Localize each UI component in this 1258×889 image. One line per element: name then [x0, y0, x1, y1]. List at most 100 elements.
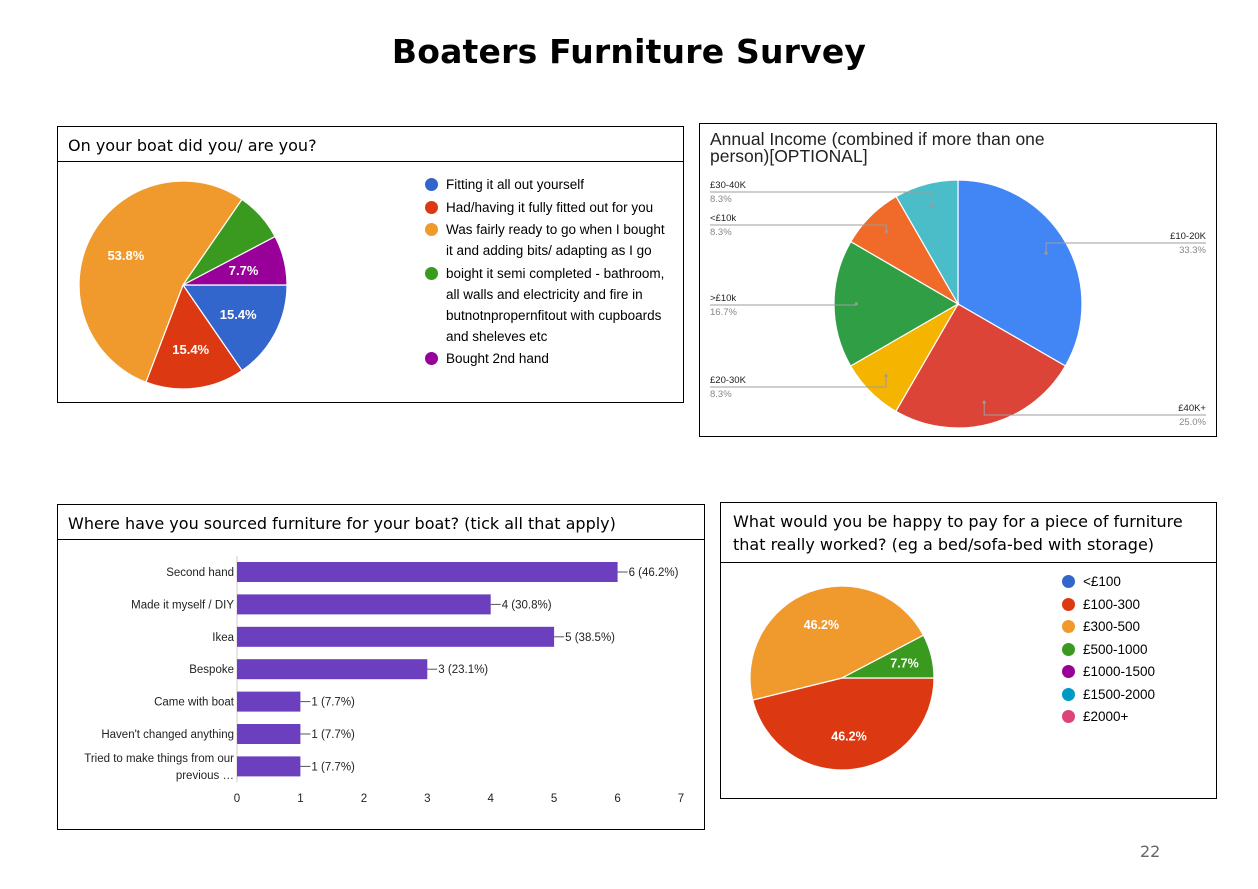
chart2-slice-label: >£10k — [710, 293, 736, 304]
chart4-legend-label: £1000-1500 — [1083, 664, 1156, 679]
chart4-legend-swatch — [1062, 642, 1075, 656]
chart4-legend-label: £100-300 — [1083, 596, 1141, 612]
chart3-data-label: 4 (30.8%) — [502, 599, 552, 611]
chart3-data-label: 1 (7.7%) — [311, 729, 355, 741]
chart3-panel — [57, 539, 705, 830]
chart1-legend: Fitting it all out yourself Had/having it… — [425, 174, 685, 394]
chart2-slice-percent: 25.0% — [1179, 417, 1206, 428]
chart4-slice-2 — [749, 585, 925, 701]
chart1-legend-swatch — [425, 266, 438, 280]
chart2-slice-label: £40K+ — [1178, 403, 1206, 414]
chart2-leader-dot — [884, 374, 888, 378]
chart2-leader-line — [983, 402, 1206, 416]
chart2-slice-5 — [895, 179, 959, 307]
chart1-legend-item: Bought 2nd hand — [425, 348, 549, 369]
chart4-slice-3 — [841, 634, 935, 679]
chart4-pie: 46.2% 46.2% 7.7% — [749, 585, 935, 771]
chart2-leader-line — [710, 303, 857, 306]
chart2-question: Annual Income (combined if more than one… — [710, 129, 1045, 166]
chart4-value-label: 46.2% — [831, 730, 866, 744]
page-number: 22 — [1140, 842, 1161, 861]
chart3-x-tick: 0 — [234, 793, 240, 805]
chart3-data-label: 1 (7.7%) — [311, 761, 355, 773]
chart3-x-tick: 4 — [487, 793, 494, 805]
chart4-legend-item: £1500-2000 — [1062, 684, 1155, 705]
chart4-legend-swatch — [1062, 620, 1075, 633]
chart4-legend-item: £2000+ — [1062, 706, 1128, 727]
chart3-category-label: Second hand — [166, 567, 234, 579]
chart3-x-tick: 2 — [361, 793, 367, 805]
chart1-slice-2 — [78, 180, 243, 383]
chart4-value-label: 7.7% — [890, 657, 919, 671]
chart3-bar — [237, 626, 555, 647]
chart3-category-label: Haven't changed anything — [101, 729, 234, 741]
chart4-legend-label: £1500-2000 — [1083, 686, 1156, 702]
chart1-value-label: 53.8% — [107, 248, 144, 263]
chart3-bar — [237, 724, 301, 744]
chart3-data-label: 6 (46.2%) — [629, 567, 679, 579]
chart2-leader-dot — [1044, 251, 1048, 255]
chart2-slice-percent: 8.3% — [710, 227, 732, 238]
chart4-legend-item: £500-1000 — [1062, 639, 1148, 660]
chart3-category-label: Bespoke — [189, 664, 234, 676]
chart2-slice-label: £20-30K — [710, 375, 747, 386]
chart2-slice-percent: 16.7% — [710, 307, 737, 318]
chart4-legend-item: <£100 — [1062, 571, 1121, 592]
page-title: Boaters Furniture Survey — [391, 32, 867, 71]
chart3-category-label: previous … — [176, 770, 234, 782]
chart2-slice-percent: 8.3% — [710, 194, 732, 205]
chart2-pie: £10-20K 33.3% £40K+ 25.0% £20-30K 8.3% >£10k 16… — [710, 179, 1207, 429]
chart3-question: Where have you sourced furniture for you… — [57, 504, 705, 540]
chart4-question: What would you be happy to pay for a pie… — [720, 502, 1217, 563]
chart4-legend-item: £300-500 — [1062, 616, 1140, 637]
chart3-bar — [237, 594, 491, 615]
chart1-legend-swatch — [425, 352, 438, 365]
chart1-legend-swatch — [425, 200, 438, 214]
chart1-legend-label: Had/having it fully fitted out for you — [446, 199, 654, 215]
chart1-legend-label: boight it semi completed - bathroom, all … — [446, 265, 665, 344]
chart2-slice-percent: 8.3% — [710, 389, 732, 400]
chart1-legend-swatch — [425, 178, 438, 191]
chart1-slice-1 — [145, 283, 243, 390]
chart4-legend-label: <£100 — [1083, 574, 1121, 589]
chart2-leader-line — [710, 375, 887, 388]
chart4-legend-label: £2000+ — [1083, 709, 1129, 724]
chart3-category-label: Came with boat — [154, 697, 235, 709]
chart4-legend-swatch — [1062, 597, 1075, 611]
chart3-bar — [237, 659, 428, 680]
chart1-value-label: 15.4% — [172, 342, 209, 357]
chart1-legend-label: Bought 2nd hand — [446, 351, 549, 366]
chart2-slice-1 — [895, 303, 1067, 429]
chart1-legend-item: Had/having it fully fitted out for you — [425, 197, 653, 218]
chart3-category-label: Ikea — [212, 632, 234, 644]
chart3-x-tick: 1 — [297, 793, 303, 805]
chart3-category-label: Tried to make things from our — [84, 753, 234, 765]
chart2-slice-label: £30-40K — [710, 180, 747, 191]
chart4-legend-swatch — [1062, 575, 1075, 588]
chart3-bar — [237, 756, 301, 777]
chart3-data-label: 5 (38.5%) — [565, 632, 615, 644]
chart1-slice-4 — [182, 235, 288, 286]
chart3-x-tick: 6 — [614, 793, 620, 805]
chart4-legend-item: £1000-1500 — [1062, 661, 1155, 682]
chart2-slice-3 — [833, 240, 960, 367]
chart1-slice-0 — [181, 284, 288, 372]
chart1-legend-label: Was fairly ready to go when I bought it a… — [446, 222, 665, 258]
chart1-pie: 15.4% 15.4% 53.8% 7.7% — [78, 180, 288, 390]
chart3-x-tick: 7 — [678, 793, 684, 805]
chart3-category-label: Made it myself / DIY — [131, 599, 234, 611]
chart1-question: On your boat did you/ are you? — [57, 126, 684, 162]
chart4-legend: <£100 £100-300 £300-500 £500-1000 £1000-1500… — [1062, 571, 1212, 731]
chart1-value-label: 7.7% — [229, 263, 259, 278]
chart2-slice-label: £10-20K — [1170, 231, 1207, 242]
chart2-slice-percent: 33.3% — [1179, 245, 1206, 256]
chart3-x-tick: 5 — [551, 793, 557, 805]
chart2-leader-line — [710, 224, 887, 232]
chart1-value-label: 15.4% — [220, 307, 257, 322]
chart3-bar — [237, 562, 618, 582]
chart4-legend-item: £100-300 — [1062, 594, 1140, 615]
chart1-legend-item: boight it semi completed - bathroom, all … — [425, 263, 664, 347]
chart1-legend-item: Fitting it all out yourself — [425, 174, 584, 195]
chart3-bar — [237, 691, 301, 712]
chart3-x-tick: 3 — [424, 793, 430, 805]
